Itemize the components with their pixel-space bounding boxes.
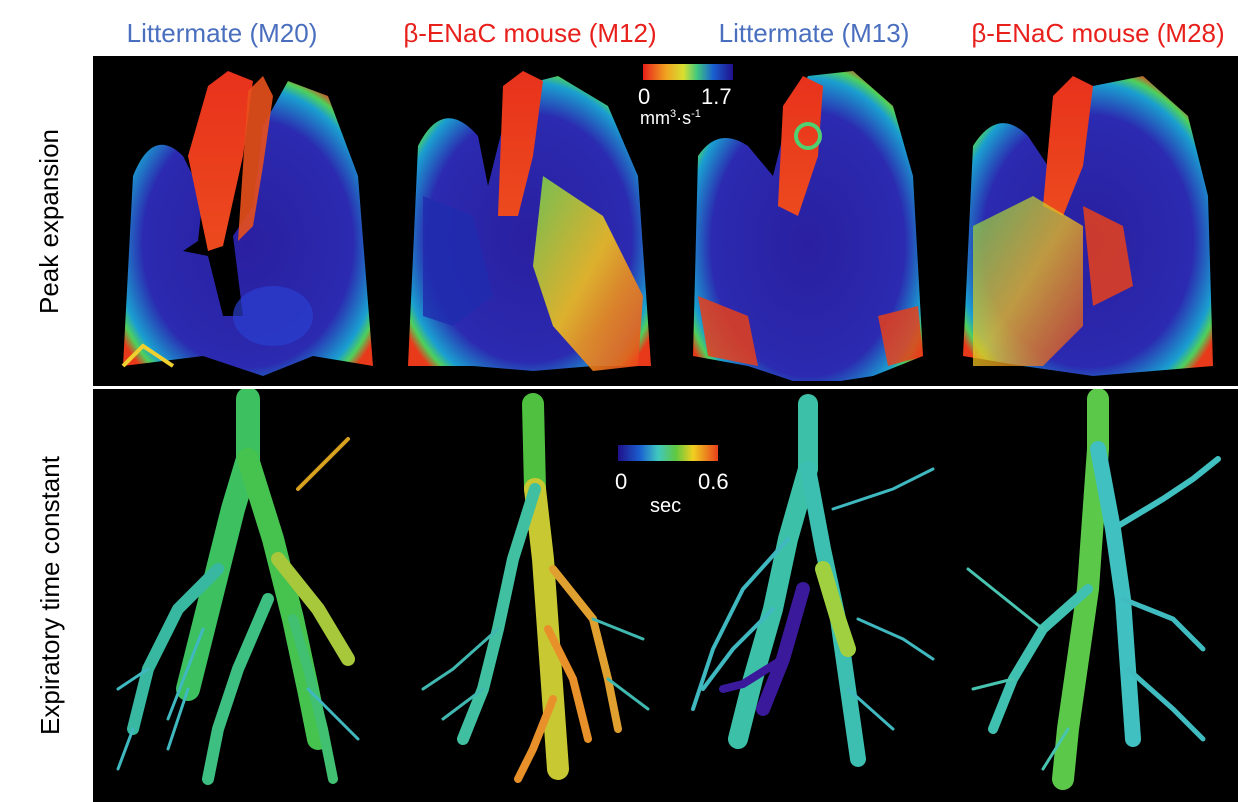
row-label-expiratory-text: Expiratory time constant bbox=[34, 456, 65, 735]
unit-mid: ·s bbox=[676, 108, 692, 128]
colorbar-top-unit: mm3·s-1 bbox=[640, 108, 701, 129]
expiratory-time-constant-panel: 0 0.6 sec bbox=[93, 389, 1238, 802]
lung-map-m13 bbox=[693, 71, 923, 381]
colorbar-bottom-min: 0 bbox=[615, 469, 628, 494]
column-title-littermate-m13: Littermate (M13) bbox=[718, 18, 910, 48]
lung-map-m28 bbox=[963, 76, 1213, 376]
row-label-expiratory-time-constant: Expiratory time constant bbox=[10, 389, 90, 802]
airway-tree-m13 bbox=[691, 394, 935, 767]
column-title-benac-m12: β-ENaC mouse (M12) bbox=[403, 18, 657, 48]
unit-exp1: 3 bbox=[670, 108, 677, 120]
colorbar-bottom-unit: sec bbox=[650, 495, 682, 517]
unit-exp2: -1 bbox=[691, 108, 701, 120]
colorbar-top-min: 0 bbox=[638, 84, 651, 109]
unit-base: mm bbox=[640, 108, 670, 128]
column-title-littermate-m20: Littermate (M20) bbox=[126, 18, 318, 48]
row-divider bbox=[93, 386, 1238, 389]
row-label-peak-expansion: Peak expansion bbox=[10, 56, 90, 386]
lung-map-m12 bbox=[408, 71, 651, 371]
airway-tree-m28 bbox=[966, 389, 1221, 790]
lung-map-m20 bbox=[121, 71, 373, 376]
airway-tree-m20 bbox=[116, 389, 360, 785]
colorbar-peak-expansion bbox=[643, 64, 733, 80]
column-title-benac-m28: β-ENaC mouse (M28) bbox=[971, 18, 1225, 48]
colorbar-top-max: 1.7 bbox=[701, 84, 732, 109]
colorbar-expiratory-time-constant bbox=[618, 445, 718, 461]
airway-tree-m12 bbox=[421, 393, 650, 783]
row-label-peak-expansion-text: Peak expansion bbox=[34, 128, 65, 314]
peak-expansion-panel: 0 1.7 mm3·s-1 bbox=[93, 56, 1238, 386]
colorbar-bottom-max: 0.6 bbox=[698, 469, 729, 494]
